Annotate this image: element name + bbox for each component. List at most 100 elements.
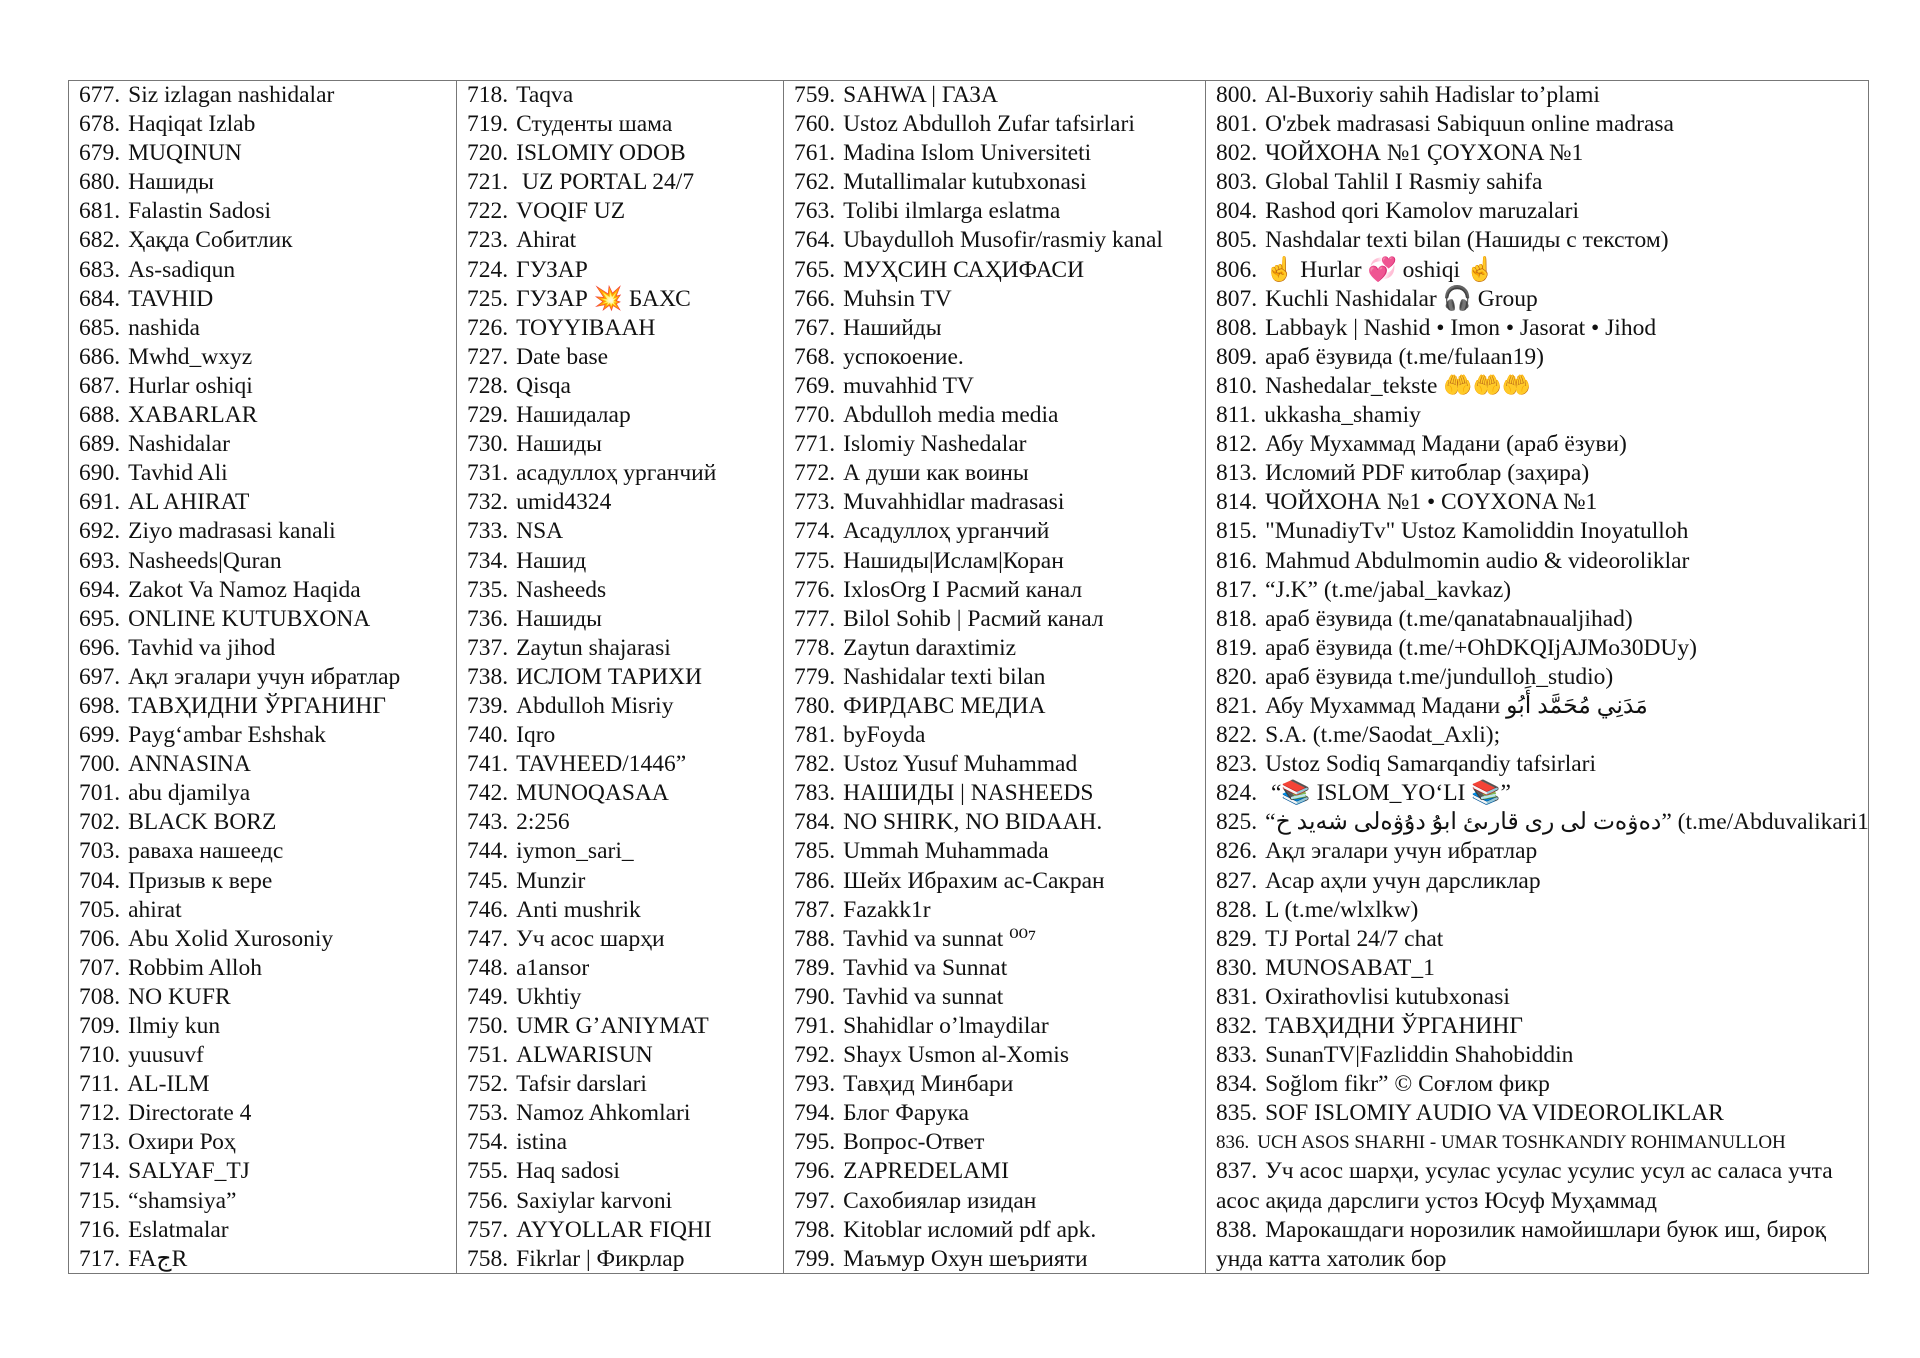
item-number: 794. <box>794 1100 836 1127</box>
list-item: 837. Уч асос шарҳи, усулас усулас усулис … <box>1216 1157 1868 1215</box>
item-number: 722. <box>467 198 509 225</box>
list-item: 810. Nashedalar_tekste 🤲🤲🤲 <box>1216 372 1868 401</box>
item-number: 730. <box>467 431 509 458</box>
item-text: Нашиды <box>516 431 602 458</box>
item-text: Нашиды <box>516 605 602 632</box>
item-text: istina <box>516 1129 568 1156</box>
list-item: 693. Nasheeds|Quran <box>79 547 456 576</box>
item-text: Nashidalar texti bilan <box>843 663 1046 690</box>
item-number: 717. <box>79 1245 121 1272</box>
item-number: 758. <box>467 1245 509 1272</box>
item-number: 690. <box>79 460 121 487</box>
item-text: "MunadiyTv" Ustoz Kamoliddin Inoyatulloh <box>1265 518 1689 545</box>
item-text: Ahirat <box>516 227 577 254</box>
item-text: VOQIF UZ <box>516 198 626 225</box>
item-number: 738. <box>467 663 509 690</box>
item-number: 745. <box>467 867 509 894</box>
list-item: 818. араб ёзувида (t.me/qanatabnaualjihad… <box>1216 605 1868 634</box>
item-text: ONLINE KUTUBXONA <box>128 605 371 632</box>
item-number: 835. <box>1216 1100 1258 1127</box>
item-text: ISLOMIY ODOB <box>516 140 686 167</box>
item-number: 713. <box>79 1129 121 1156</box>
item-number: 764. <box>794 227 836 254</box>
item-text: Nashdalar texti bilan (Нашиды с текстом) <box>1265 227 1669 254</box>
list-item: 712. Directorate 4 <box>79 1099 456 1128</box>
item-number: 700. <box>79 751 121 778</box>
item-number: 777. <box>794 605 836 632</box>
item-text: Hurlar oshiqi <box>128 372 253 399</box>
item-number: 724. <box>467 256 509 283</box>
item-number: 697. <box>79 663 121 690</box>
list-item: 816. Mahmud Abdulmomin audio & videorolik… <box>1216 547 1868 576</box>
item-number: 726. <box>467 314 509 341</box>
item-text: Сахобиялар изидан <box>843 1187 1037 1214</box>
item-number: 825. <box>1216 809 1258 836</box>
item-text: Abdulloh Misriy <box>516 692 674 719</box>
list-item: 734. Нашид <box>467 547 783 576</box>
item-number: 705. <box>79 896 121 923</box>
list-item: 704. Призыв к вере <box>79 867 456 896</box>
item-number: 747. <box>467 925 509 952</box>
item-number: 804. <box>1216 198 1258 225</box>
list-item: 802. ЧОЙХОНА №1 ÇOYXONA №1 <box>1216 139 1868 168</box>
item-text: TJ Portal 24/7 chat <box>1265 925 1444 952</box>
list-item: 793. Тавҳид Минбари <box>794 1070 1205 1099</box>
list-item: 794. Блог Фарука <box>794 1099 1205 1128</box>
list-item: 696. Tavhid va jihod <box>79 634 456 663</box>
item-text: Призыв к вере <box>128 867 273 894</box>
item-text: Tolibi ilmlarga eslatma <box>843 198 1061 225</box>
item-text: раваха нашеедс <box>128 838 284 865</box>
item-number: 763. <box>794 198 836 225</box>
list-item: 777. Bilol Sohib | Расмий канал <box>794 605 1205 634</box>
item-text: ALWARISUN <box>516 1042 653 1069</box>
item-text: Nashedalar_tekste 🤲🤲🤲 <box>1265 372 1532 399</box>
item-number: 712. <box>79 1100 121 1127</box>
item-number: 797. <box>794 1187 836 1214</box>
item-number: 714. <box>79 1158 121 1185</box>
item-text: Muvahhidlar madrasasi <box>843 489 1065 516</box>
list-item: 809. араб ёзувида (t.me/fulaan19) <box>1216 343 1868 372</box>
item-number: 806. <box>1216 256 1258 283</box>
list-item: 763. Tolibi ilmlarga eslatma <box>794 197 1205 226</box>
item-text: Namoz Ahkomlari <box>516 1100 691 1127</box>
item-text: араб ёзувида (t.me/+OhDKQIjAJMo30DUy) <box>1265 634 1697 661</box>
item-number: 814. <box>1216 489 1258 516</box>
item-text: Mahmud Abdulmomin audio & videoroliklar <box>1265 547 1690 574</box>
list-item: 826. Ақл эгалари учун ибратлар <box>1216 837 1868 866</box>
item-number: 812. <box>1216 431 1258 458</box>
list-item: 685. nashida <box>79 314 456 343</box>
list-item: 747. Уч асос шарҳи <box>467 925 783 954</box>
list-item: 764. Ubaydulloh Musofir/rasmiy kanal <box>794 226 1205 255</box>
item-number: 749. <box>467 983 509 1010</box>
item-number: 689. <box>79 431 121 458</box>
item-text: S.A. (t.me/Saodat_Axli); <box>1265 722 1501 749</box>
list-item: 739. Abdulloh Misriy <box>467 692 783 721</box>
item-number: 803. <box>1216 169 1258 196</box>
list-item: 821. Абу Мухаммад Мадани مَدَنِي مُحَمَّد… <box>1216 692 1868 721</box>
item-text: Global Tahlil I Rasmiy sahifa <box>1265 169 1543 196</box>
item-text: Falastin Sadosi <box>128 198 272 225</box>
item-number: 836. <box>1216 1132 1250 1154</box>
list-item: 708. NO KUFR <box>79 983 456 1012</box>
item-number: 824. <box>1216 780 1258 807</box>
list-item: 775. Нашиды|Ислам|Коран <box>794 547 1205 576</box>
item-text: IxlosOrg I Расмий канал <box>843 576 1083 603</box>
item-text: Anti mushrik <box>516 896 641 923</box>
item-number: 715. <box>79 1187 121 1214</box>
list-item: 779. Nashidalar texti bilan <box>794 663 1205 692</box>
list-item: 721. UZ PORTAL 24/7 <box>467 168 783 197</box>
list-item: 801. O'zbek madrasasi Sabiquun online mad… <box>1216 110 1868 139</box>
item-text: Robbim Alloh <box>128 954 262 981</box>
item-number: 833. <box>1216 1042 1258 1069</box>
list-item: 752. Tafsir darslari <box>467 1070 783 1099</box>
list-item: 782. Ustoz Yusuf Muhammad <box>794 750 1205 779</box>
item-text: NO SHIRK, NO BIDAAH. <box>843 809 1103 836</box>
item-number: 701. <box>79 780 121 807</box>
item-number: 826. <box>1216 838 1258 865</box>
item-number: 799. <box>794 1245 836 1272</box>
item-text: Охири Роҳ <box>128 1129 236 1156</box>
item-text: Eslatmalar <box>128 1216 229 1243</box>
item-number: 798. <box>794 1216 836 1243</box>
item-number: 682. <box>79 227 121 254</box>
item-number: 734. <box>467 547 509 574</box>
